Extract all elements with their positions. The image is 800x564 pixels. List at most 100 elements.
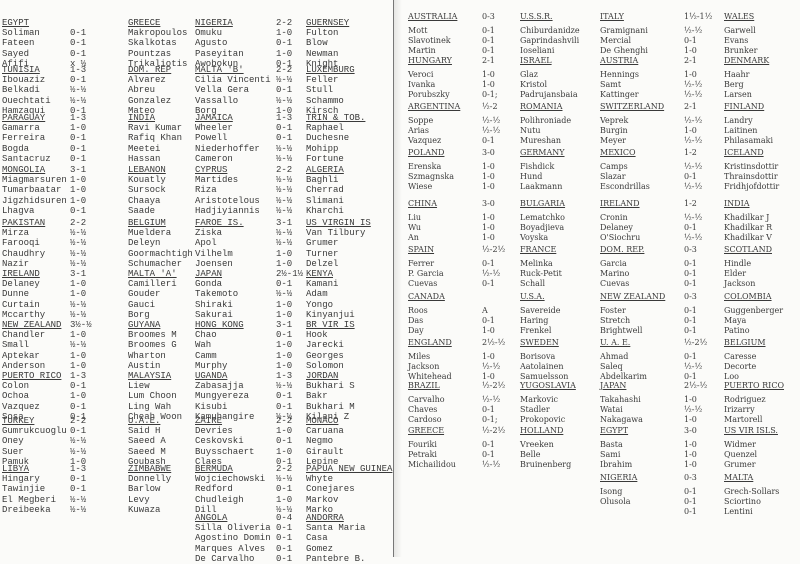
away-player: Casa bbox=[306, 533, 328, 544]
away-player: Nutu bbox=[520, 126, 541, 135]
game-result: 0-1 bbox=[70, 28, 87, 38]
game-result: ½-½ bbox=[70, 340, 87, 351]
match-score: 3½-½ bbox=[70, 320, 92, 330]
away-team-name: ALGERIA bbox=[306, 165, 344, 175]
game-result: 0-1 bbox=[70, 153, 87, 164]
home-player: Cameron bbox=[195, 153, 233, 164]
game-result: 1-0 bbox=[276, 48, 293, 59]
home-player: Foster bbox=[600, 306, 626, 315]
game-result: 0-1 bbox=[70, 105, 87, 116]
away-team-name: GERMANY bbox=[520, 148, 565, 157]
home-player: Stretch bbox=[600, 316, 631, 325]
game-result: ½-½ bbox=[70, 228, 87, 238]
home-team-name: PAKISTAN bbox=[2, 218, 46, 228]
match-score: 2-2 bbox=[276, 464, 293, 474]
away-player: Grumer bbox=[306, 238, 339, 249]
away-player: Mateo bbox=[128, 105, 156, 116]
game-result: 1-0 bbox=[684, 46, 697, 55]
game-result: 0-1 bbox=[684, 507, 697, 516]
home-player: Liu bbox=[408, 213, 422, 222]
game-result: 1-0 bbox=[482, 162, 495, 171]
away-player: Pantebre B. bbox=[306, 553, 366, 564]
game-result: ½-½ bbox=[276, 381, 293, 391]
game-result: 1-0 bbox=[70, 391, 87, 402]
game-result: ½-½ bbox=[276, 238, 293, 249]
away-team-name: U.S.A. bbox=[520, 292, 545, 301]
away-player: Ling Wah bbox=[128, 401, 172, 412]
match-score: 1-3 bbox=[276, 113, 293, 123]
home-player: Powell bbox=[195, 133, 228, 144]
home-player: Silla Oliveria bbox=[195, 523, 271, 533]
home-player: Soliman bbox=[2, 28, 40, 38]
away-player: Georges bbox=[306, 350, 344, 361]
match-score: 2½-1½ bbox=[276, 269, 304, 279]
game-result: 1-0 bbox=[482, 70, 495, 79]
home-player: Ivanka bbox=[408, 80, 436, 89]
home-player: Riza bbox=[195, 185, 217, 196]
game-result: ½-½ bbox=[276, 411, 293, 422]
home-player: Ferrer bbox=[408, 259, 435, 268]
game-result: 1-0 bbox=[70, 456, 87, 467]
home-player: Murphy bbox=[195, 360, 228, 371]
home-player: Basta bbox=[600, 440, 623, 449]
away-player: Elder bbox=[724, 269, 747, 278]
game-result: 1-0 bbox=[276, 28, 293, 38]
home-player: Pamuk bbox=[2, 456, 30, 467]
away-player: Schammo bbox=[306, 95, 344, 106]
away-player: Baghli bbox=[306, 175, 339, 185]
game-result: ½-½ bbox=[684, 90, 703, 99]
game-result: 1-0 bbox=[684, 70, 697, 79]
away-player: Abreu bbox=[128, 85, 156, 96]
game-result: ½-½ bbox=[482, 116, 501, 125]
away-player: Prokopovic bbox=[520, 415, 566, 424]
away-player: Santa Maria bbox=[306, 523, 366, 533]
away-player: Feller bbox=[306, 75, 339, 85]
game-result: 0-1 bbox=[482, 405, 495, 414]
home-player: Ouechtati bbox=[2, 95, 51, 106]
away-player: Bruinenberg bbox=[520, 460, 572, 469]
game-result: ½-½ bbox=[276, 504, 293, 515]
game-result: 0-1 bbox=[276, 38, 293, 49]
away-player: Philasamaki bbox=[724, 136, 774, 145]
away-player: Rafiq Khan bbox=[128, 133, 183, 144]
match-score: 2-2 bbox=[70, 416, 87, 426]
home-player: Small bbox=[2, 340, 30, 351]
away-team-name: US VIRGIN IS bbox=[306, 218, 371, 228]
away-player: Ioseliani bbox=[520, 46, 555, 55]
game-result: 0-1 bbox=[70, 133, 87, 144]
away-player: Ravi Kumar bbox=[128, 123, 183, 133]
home-team-name: LIBYA bbox=[2, 464, 30, 474]
away-player: Fortune bbox=[306, 153, 344, 164]
game-result: 0-1 bbox=[482, 450, 495, 459]
game-result: 1-0 bbox=[70, 289, 87, 300]
home-team-name: MONGOLIA bbox=[2, 165, 46, 175]
match-score: 3-1 bbox=[276, 320, 293, 330]
home-team-name: JAMAICA bbox=[195, 113, 233, 123]
home-player: De Carvalho bbox=[195, 553, 255, 564]
away-player: Thrainsdottir bbox=[724, 172, 778, 181]
away-player: Laakmann bbox=[520, 182, 563, 191]
away-player: Khadilkar V bbox=[724, 233, 772, 242]
home-player: Chao bbox=[195, 330, 217, 340]
match-score: 3-0 bbox=[684, 426, 697, 435]
away-player: Van Tilbury bbox=[306, 228, 366, 238]
game-result: 0-1 bbox=[70, 143, 87, 154]
home-player: Roos bbox=[408, 306, 428, 315]
game-result: 0-1 bbox=[684, 259, 697, 268]
home-player: Colon bbox=[2, 381, 30, 391]
away-player: Adam bbox=[306, 289, 328, 300]
home-player: Dill bbox=[195, 504, 217, 515]
home-player: Slavotinek bbox=[408, 36, 451, 45]
away-team-name: MONACO bbox=[306, 416, 339, 426]
match-score: 3-1 bbox=[70, 269, 87, 279]
away-player: Kharchi bbox=[306, 205, 344, 216]
away-player: Decorte bbox=[724, 362, 757, 371]
game-result: 0-1 bbox=[276, 401, 293, 412]
game-result: ½-½ bbox=[684, 80, 703, 89]
home-player: Sami bbox=[600, 450, 621, 459]
match-score: 3-1 bbox=[70, 165, 87, 175]
away-player: Khadilkar J bbox=[724, 213, 770, 222]
home-team-name: ARGENTINA bbox=[408, 102, 461, 111]
away-player: Caresse bbox=[724, 352, 757, 361]
game-result: x ½ bbox=[70, 58, 87, 69]
